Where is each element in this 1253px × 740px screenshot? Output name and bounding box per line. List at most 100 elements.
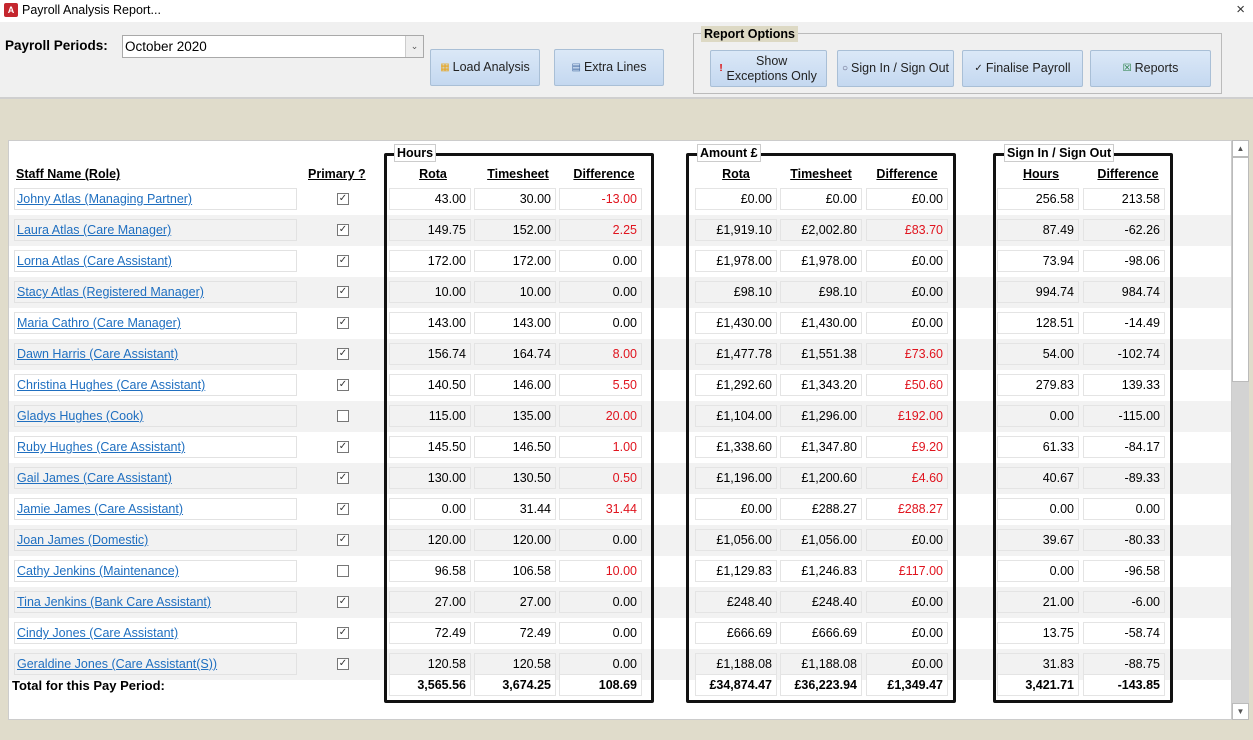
scroll-down-icon[interactable]: ▼ [1232, 703, 1249, 720]
cell-h-ts: 146.50 [474, 436, 556, 458]
payroll-period-select[interactable]: October 2020 ⌄ [122, 35, 424, 58]
total-s-diff: -143.85 [1083, 674, 1165, 696]
cell-h-diff: 5.50 [559, 374, 642, 396]
staff-name-link[interactable]: Gladys Hughes (Cook) [14, 405, 297, 427]
cell-h-ts: 72.49 [474, 622, 556, 644]
finalise-payroll-label: Finalise Payroll [985, 61, 1071, 75]
scroll-up-icon[interactable]: ▲ [1232, 140, 1249, 157]
staff-name-link[interactable]: Johny Atlas (Managing Partner) [14, 188, 297, 210]
cell-h-rota: 172.00 [389, 250, 471, 272]
staff-name-link[interactable]: Geraldine Jones (Care Assistant(S)) [14, 653, 297, 675]
cell-a-rota: £1,919.10 [695, 219, 777, 241]
cell-a-rota: £248.40 [695, 591, 777, 613]
sign-in-out-button[interactable]: ○ Sign In / Sign Out [837, 50, 954, 87]
extra-lines-button[interactable]: ▤ Extra Lines [554, 49, 664, 86]
primary-checkbox[interactable]: ✓ [337, 534, 349, 546]
primary-checkbox[interactable]: ✓ [337, 255, 349, 267]
primary-checkbox[interactable]: ✓ [337, 472, 349, 484]
cell-h-rota: 115.00 [389, 405, 471, 427]
primary-checkbox[interactable]: ✓ [337, 441, 349, 453]
title-bar: A Payroll Analysis Report... × [0, 0, 1253, 22]
scroll-thumb[interactable] [1232, 157, 1249, 382]
cell-a-diff: £288.27 [866, 498, 948, 520]
lines-icon: ▤ [571, 62, 581, 73]
primary-checkbox[interactable]: ✓ [337, 224, 349, 236]
cell-h-ts: 143.00 [474, 312, 556, 334]
staff-name-link[interactable]: Maria Cathro (Care Manager) [14, 312, 297, 334]
cell-a-ts: £1,978.00 [780, 250, 862, 272]
staff-name-link[interactable]: Jamie James (Care Assistant) [14, 498, 297, 520]
reports-button[interactable]: ☒ Reports [1090, 50, 1211, 87]
cell-a-ts: £666.69 [780, 622, 862, 644]
cell-a-ts: £1,200.60 [780, 467, 862, 489]
total-a-ts: £36,223.94 [780, 674, 862, 696]
chevron-down-icon[interactable]: ⌄ [405, 36, 423, 57]
cell-h-ts: 31.44 [474, 498, 556, 520]
cell-a-diff: £0.00 [866, 188, 948, 210]
primary-checkbox[interactable]: ✓ [337, 348, 349, 360]
load-analysis-button[interactable]: ▦ Load Analysis [430, 49, 540, 86]
primary-checkbox[interactable] [337, 410, 349, 422]
cell-a-rota: £1,292.60 [695, 374, 777, 396]
primary-checkbox[interactable]: ✓ [337, 627, 349, 639]
cell-a-rota: £0.00 [695, 188, 777, 210]
staff-name-link[interactable]: Christina Hughes (Care Assistant) [14, 374, 297, 396]
cell-a-diff: £0.00 [866, 622, 948, 644]
show-exceptions-button[interactable]: ! Show Exceptions Only [710, 50, 827, 87]
cell-a-rota: £1,104.00 [695, 405, 777, 427]
cell-a-rota: £0.00 [695, 498, 777, 520]
cell-h-diff: 0.00 [559, 281, 642, 303]
primary-checkbox[interactable]: ✓ [337, 596, 349, 608]
primary-checkbox[interactable]: ✓ [337, 286, 349, 298]
primary-checkbox[interactable] [337, 565, 349, 577]
cell-h-rota: 145.50 [389, 436, 471, 458]
total-s-hours: 3,421.71 [997, 674, 1079, 696]
cell-a-diff: £0.00 [866, 653, 948, 675]
cell-s-hours: 40.67 [997, 467, 1079, 489]
cell-s-hours: 61.33 [997, 436, 1079, 458]
cell-a-rota: £1,477.78 [695, 343, 777, 365]
cell-s-diff: -89.33 [1083, 467, 1165, 489]
staff-name-link[interactable]: Cathy Jenkins (Maintenance) [14, 560, 297, 582]
cell-a-rota: £1,430.00 [695, 312, 777, 334]
primary-checkbox[interactable]: ✓ [337, 658, 349, 670]
staff-name-link[interactable]: Stacy Atlas (Registered Manager) [14, 281, 297, 303]
cell-a-ts: £1,056.00 [780, 529, 862, 551]
primary-checkbox[interactable]: ✓ [337, 193, 349, 205]
amount-group-label: Amount £ [697, 144, 761, 162]
cell-a-diff: £50.60 [866, 374, 948, 396]
cell-h-ts: 106.58 [474, 560, 556, 582]
header-amount-rota: Rota [722, 167, 750, 181]
staff-name-link[interactable]: Gail James (Care Assistant) [14, 467, 297, 489]
staff-name-link[interactable]: Joan James (Domestic) [14, 529, 297, 551]
cell-s-diff: 984.74 [1083, 281, 1165, 303]
close-icon[interactable]: × [1236, 1, 1245, 18]
staff-name-link[interactable]: Ruby Hughes (Care Assistant) [14, 436, 297, 458]
extra-lines-label: Extra Lines [583, 60, 647, 74]
staff-name-link[interactable]: Cindy Jones (Care Assistant) [14, 622, 297, 644]
excel-icon: ☒ [1122, 63, 1132, 74]
cell-h-ts: 146.00 [474, 374, 556, 396]
staff-name-link[interactable]: Dawn Harris (Care Assistant) [14, 343, 297, 365]
finalise-payroll-button[interactable]: ✓ Finalise Payroll [962, 50, 1083, 87]
cell-a-diff: £4.60 [866, 467, 948, 489]
staff-name-link[interactable]: Lorna Atlas (Care Assistant) [14, 250, 297, 272]
cell-s-diff: 0.00 [1083, 498, 1165, 520]
total-h-rota: 3,565.56 [389, 674, 471, 696]
cell-h-diff: 31.44 [559, 498, 642, 520]
cell-a-ts: £98.10 [780, 281, 862, 303]
primary-checkbox[interactable]: ✓ [337, 317, 349, 329]
primary-checkbox[interactable]: ✓ [337, 503, 349, 515]
cell-h-rota: 140.50 [389, 374, 471, 396]
staff-name-link[interactable]: Tina Jenkins (Bank Care Assistant) [14, 591, 297, 613]
cell-a-diff: £192.00 [866, 405, 948, 427]
amount-frame [686, 153, 956, 703]
table-icon: ▦ [440, 62, 450, 73]
staff-name-link[interactable]: Laura Atlas (Care Manager) [14, 219, 297, 241]
primary-checkbox[interactable]: ✓ [337, 379, 349, 391]
cell-s-diff: -84.17 [1083, 436, 1165, 458]
cell-h-ts: 30.00 [474, 188, 556, 210]
vertical-scrollbar[interactable]: ▲ ▼ [1232, 140, 1249, 720]
cell-s-diff: -102.74 [1083, 343, 1165, 365]
report-options-group [693, 33, 1222, 94]
